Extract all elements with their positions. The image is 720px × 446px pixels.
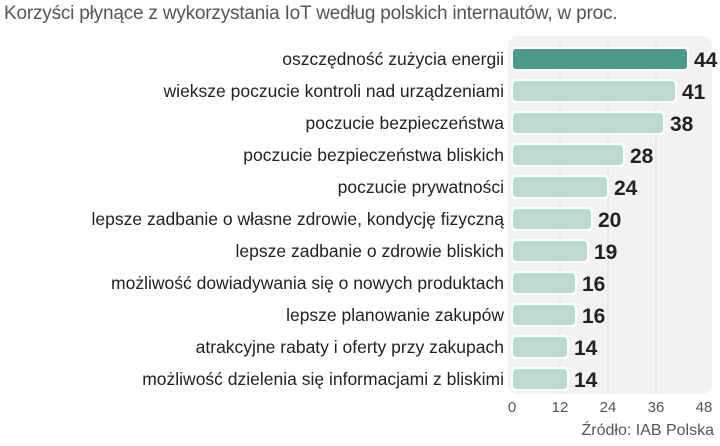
x-tick-label: 36: [648, 399, 665, 416]
bar: [511, 239, 589, 263]
category-label: poczucie bezpieczeństwa: [306, 113, 505, 133]
value-label: 14: [574, 369, 598, 392]
bar: [511, 367, 569, 391]
source-note: Źródło: IAB Polska: [581, 422, 715, 439]
value-label: 44: [694, 49, 718, 72]
bar: [511, 79, 677, 103]
chart-title: Korzyści płynące z wykorzystania IoT wed…: [4, 3, 618, 24]
x-tick-label: 48: [696, 399, 713, 416]
category-label: poczucie prywatności: [338, 177, 504, 197]
value-label: 41: [682, 81, 706, 104]
category-label: lepsze planowanie zakupów: [286, 305, 504, 325]
category-label: wieksze poczucie kontroli nad urządzenia…: [163, 81, 504, 101]
value-label: 20: [598, 209, 621, 232]
category-label: atrakcyjne rabaty i oferty przy zakupach: [196, 337, 504, 357]
bar: [511, 335, 569, 359]
category-label: możliwość dzielenia się informacjami z b…: [142, 369, 504, 389]
bar: [511, 47, 689, 71]
category-label: oszczędność zużycia energii: [282, 49, 504, 69]
category-label: lepsze zadbanie o własne zdrowie, kondyc…: [92, 209, 505, 229]
value-label: 14: [574, 337, 598, 360]
value-label: 16: [582, 305, 605, 328]
bar: [511, 303, 577, 327]
category-label: poczucie bezpieczeństwa bliskich: [243, 145, 504, 165]
value-label: 24: [614, 177, 638, 200]
x-tick-label: 0: [508, 399, 516, 416]
category-label: możliwość dowiadywania się o nowych prod…: [111, 273, 504, 293]
value-label: 16: [582, 273, 605, 296]
value-label: 19: [594, 241, 617, 264]
bar: [511, 143, 625, 167]
category-label: lepsze zadbanie o zdrowie bliskich: [236, 241, 504, 261]
x-tick-label: 12: [552, 399, 569, 416]
bar: [511, 207, 593, 231]
bar: [511, 175, 609, 199]
bar: [511, 271, 577, 295]
bar: [511, 111, 665, 135]
value-label: 38: [670, 113, 694, 136]
value-label: 28: [630, 145, 654, 168]
x-tick-label: 24: [600, 399, 617, 416]
